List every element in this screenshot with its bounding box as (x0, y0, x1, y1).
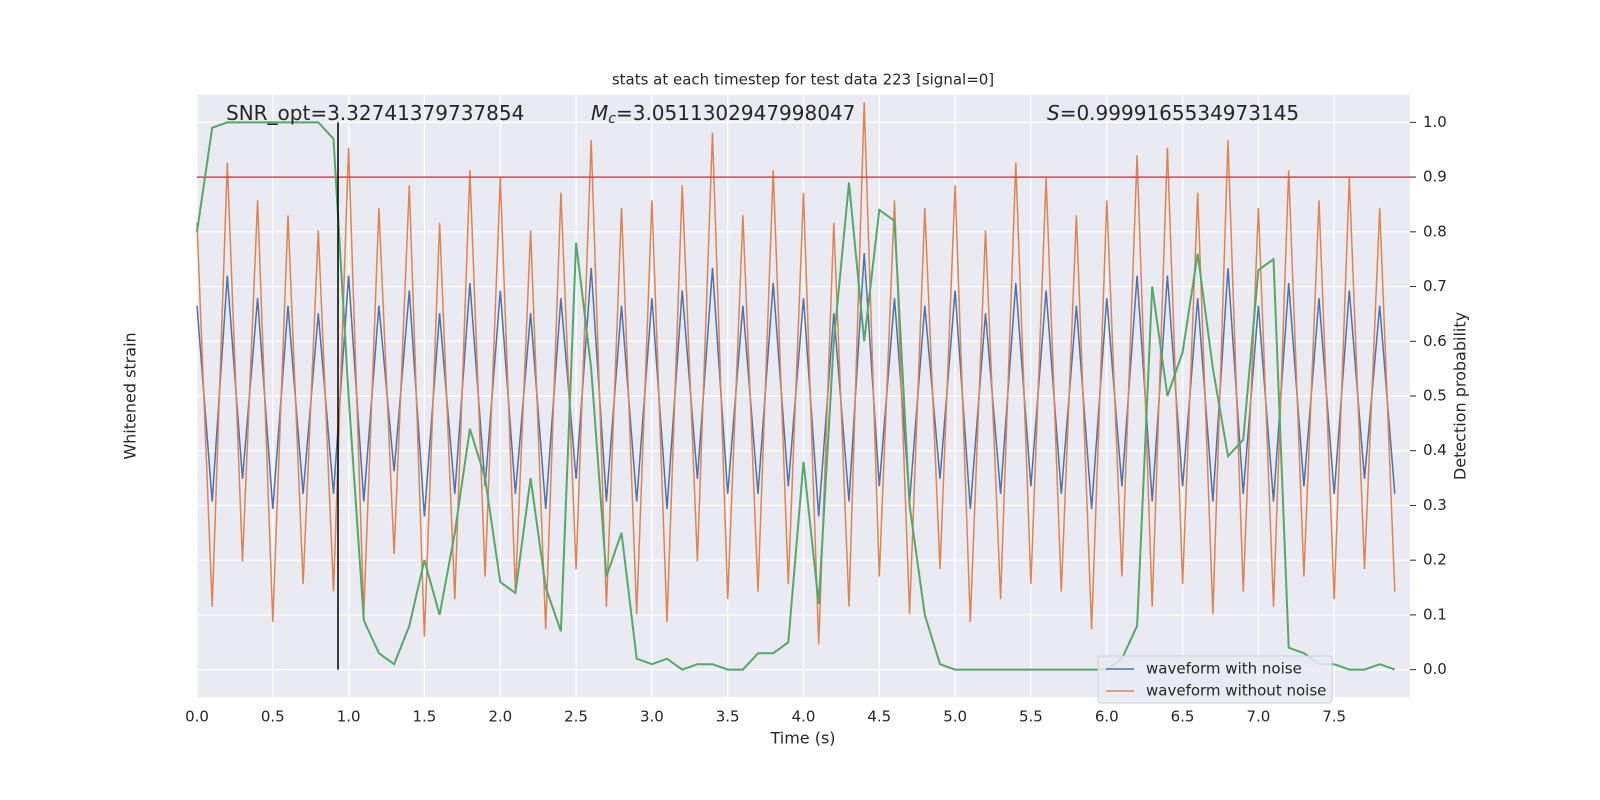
y2-tick-label: 0.7 (1423, 277, 1447, 295)
annotation-subscript: c (608, 111, 616, 127)
y2-tick-label: 0.4 (1423, 441, 1447, 459)
y2-tick-label: 0.6 (1423, 332, 1447, 350)
x-tick-label: 2.5 (564, 708, 588, 726)
x-tick-label: 4.0 (792, 708, 816, 726)
y2-tick-label: 0.8 (1423, 222, 1447, 240)
y2-tick-label: 0.9 (1423, 168, 1447, 186)
x-tick-label: 4.5 (867, 708, 891, 726)
legend-label: waveform with noise (1146, 660, 1302, 678)
y2-tick-label: 0.5 (1423, 387, 1447, 405)
x-tick-label: 0.0 (185, 708, 209, 726)
annotation: Mc=3.0511302947998047 (591, 101, 855, 128)
x-axis-label: Time (s) (769, 729, 835, 748)
legend-label: waveform without noise (1146, 682, 1326, 700)
annotation-text: SNR_opt=3.32741379737854 (226, 101, 524, 125)
x-tick-label: 6.0 (1095, 708, 1119, 726)
legend-box (1097, 655, 1333, 704)
waveform-line (196, 102, 1396, 645)
x-tick-label: 7.5 (1322, 708, 1346, 726)
x-tick-label: 0.5 (261, 708, 285, 726)
annotation-text: =3.0511302947998047 (616, 101, 855, 125)
y2-tick-label: 0.2 (1423, 551, 1447, 569)
x-tick-label: 1.5 (413, 708, 437, 726)
x-tick-label: 5.0 (943, 708, 967, 726)
y2-tick-label: 1.0 (1423, 113, 1447, 131)
annotation-symbol: M (591, 101, 608, 125)
annotation-symbol: S (1047, 101, 1060, 125)
y2-axis-label: Detection probability (1451, 312, 1470, 480)
labels: 0.0 0.5 1.0 1.5 2.0 2.5 3.0 3.5 4.0 4.5 5.0 5.5 6.0 6… (185, 101, 1447, 726)
y2-tick-label: 0.0 (1423, 660, 1447, 678)
x-tick-label: 5.5 (1019, 708, 1043, 726)
y2-tick-label: 0.1 (1423, 605, 1447, 623)
x-tick-label: 2.0 (488, 708, 512, 726)
x-tick-label: 3.0 (640, 708, 664, 726)
x-tick-label: 1.0 (337, 708, 361, 726)
annotation: S=0.9999165534973145 (1047, 101, 1299, 125)
x-tick-label: 3.5 (716, 708, 740, 726)
marks (196, 102, 1410, 671)
x-tick-label: 7.0 (1246, 708, 1270, 726)
x-tick-label: 6.5 (1171, 708, 1195, 726)
y-axis-label: Whitened strain (121, 332, 140, 459)
probability-line (196, 121, 1396, 671)
annotation: SNR_opt=3.32741379737854 (226, 101, 524, 125)
y2-tick-label: 0.3 (1423, 496, 1447, 514)
chart-title: stats at each timestep for test data 223… (612, 71, 994, 89)
annotation-text: =0.9999165534973145 (1060, 101, 1299, 125)
